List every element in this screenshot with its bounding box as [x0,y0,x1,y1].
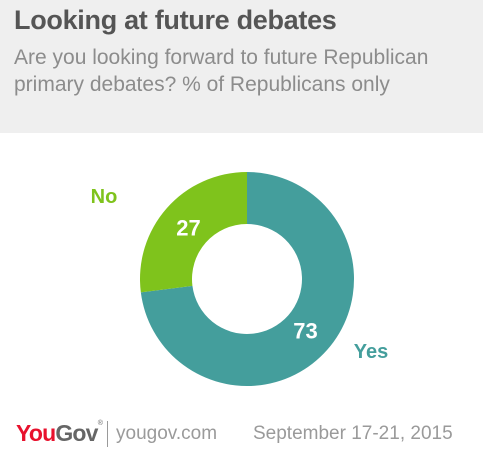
category-label-yes: Yes [354,341,388,363]
logo-you: You [16,420,56,446]
chart-header: Looking at future debates Are you lookin… [0,0,483,133]
slice-no [140,172,247,293]
website-link[interactable]: yougov.com [116,423,218,444]
survey-date: September 17-21, 2015 [253,423,453,444]
value-label-yes: 73 [293,319,317,344]
chart-subtitle: Are you looking forward to future Republ… [14,46,429,96]
footer: YouGov® yougov.com September 17-21, 2015 [0,415,483,455]
donut-chart: 73 Yes 27 No [91,172,388,386]
yougov-logo: YouGov® [16,420,103,447]
category-label-no: No [91,186,118,208]
logo-registered-mark: ® [97,420,103,427]
footer-divider [107,421,108,447]
logo-gov: Gov [55,420,98,446]
slice-yes [140,172,354,386]
value-label-no: 27 [176,215,200,240]
chart-title: Looking at future debates [14,5,337,35]
